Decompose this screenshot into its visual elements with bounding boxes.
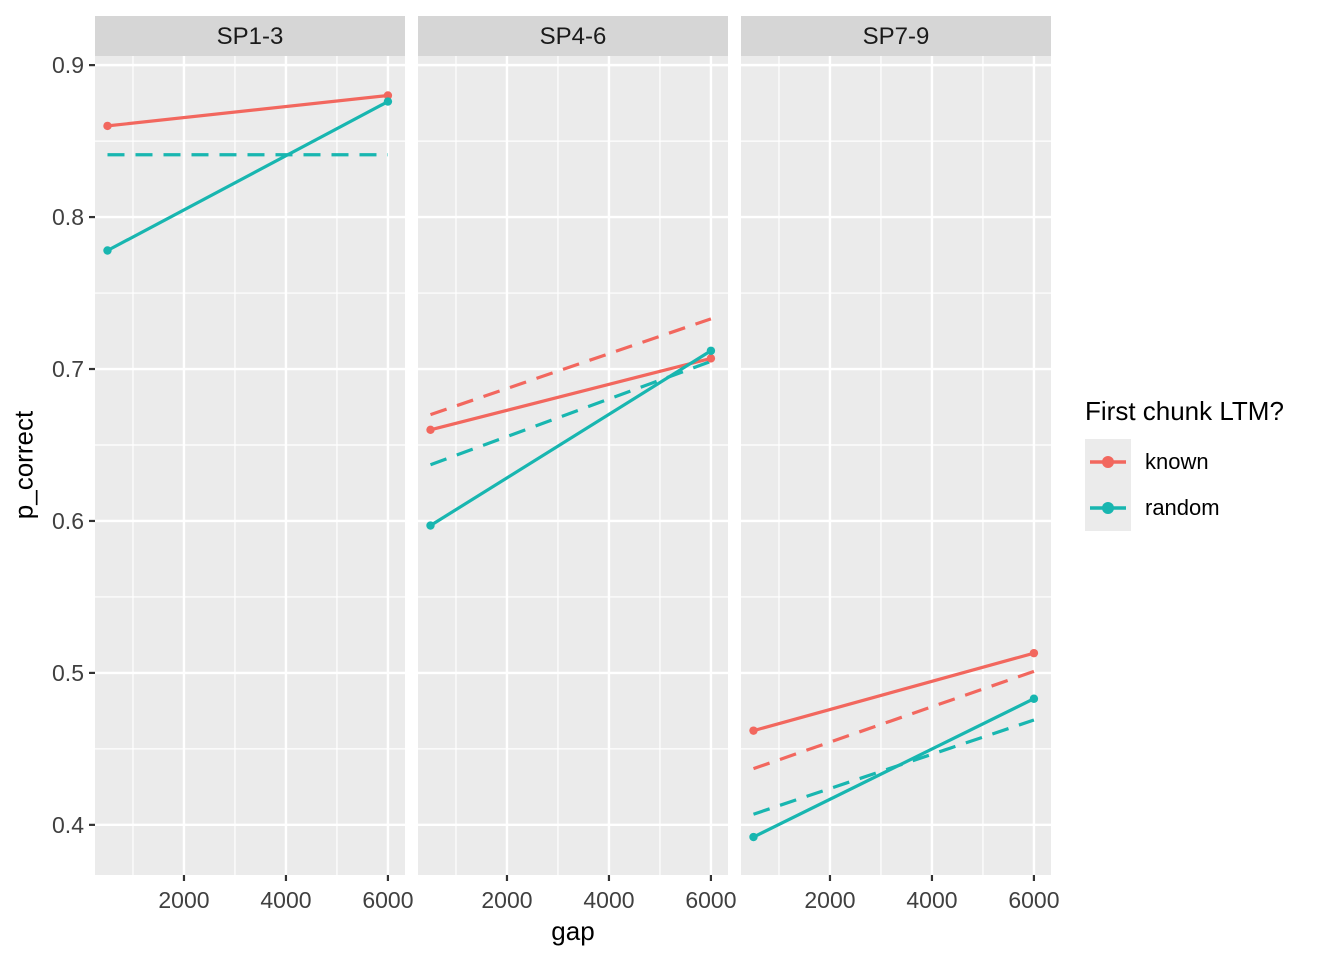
y-tick-label: 0.9 [52,52,84,78]
legend-key-known-icon [1085,439,1131,485]
facet-strip [741,16,1051,56]
y-axis-title: p_correct [8,410,39,520]
series-line-random-solid [106,100,389,252]
y-tick-label: 0.8 [52,204,84,230]
series-line-random-solid [752,697,1035,839]
y-tick-label: 0.4 [52,812,84,838]
y-tick-label: 0.5 [52,660,84,686]
facet-strip-label: SP1-3 [217,23,284,50]
series-line-random-solid [429,349,712,527]
series-line-random-dashed [429,359,712,467]
facet-strip [95,16,405,56]
legend-label-known: known [1145,449,1209,474]
x-tick-label: 4000 [260,887,311,913]
y-tick-label: 0.6 [52,508,84,534]
panel-background [95,56,405,875]
data-point-known [749,726,758,735]
x-tick-label: 4000 [583,887,634,913]
legend-label-random: random [1145,495,1220,520]
data-point-known [706,354,716,363]
x-tick-label: 2000 [804,887,855,913]
legend-items: known random [1085,439,1284,531]
facet-strip [418,16,728,56]
data-point-random [426,521,435,530]
data-point-random [706,346,716,355]
facet-strip-label: SP7-9 [863,23,930,50]
x-tick-label: 6000 [1008,887,1059,913]
legend-item-known: known [1085,439,1284,485]
x-tick-label: 6000 [685,887,736,913]
data-point-known [103,121,112,131]
x-tick-label: 6000 [362,887,413,913]
panel-background [418,56,728,875]
series-line-known-dashed [752,669,1035,771]
data-point-random [103,246,112,255]
x-tick-label: 4000 [906,887,957,913]
facet-strip-label: SP4-6 [540,23,607,50]
panel-background [741,56,1051,875]
data-point-random [749,832,758,842]
series-line-known-dashed [429,317,712,417]
x-tick-label: 2000 [158,887,209,913]
x-tick-label: 2000 [481,887,532,913]
data-point-random [1029,694,1039,703]
data-point-known [426,425,435,434]
y-tick-label: 0.7 [52,356,84,382]
legend-title: First chunk LTM? [1085,396,1284,426]
series-line-known-solid [753,651,1035,733]
legend-item-random: random [1085,485,1284,531]
series-line-known-solid [430,356,712,432]
legend: First chunk LTM? known ran [1085,396,1284,531]
data-point-known [1029,648,1039,658]
data-point-known [383,91,393,100]
data-point-random [383,97,393,106]
x-axis-title: gap [551,916,595,946]
legend-key-random-icon [1085,485,1131,531]
series-line-known-solid [107,93,389,128]
